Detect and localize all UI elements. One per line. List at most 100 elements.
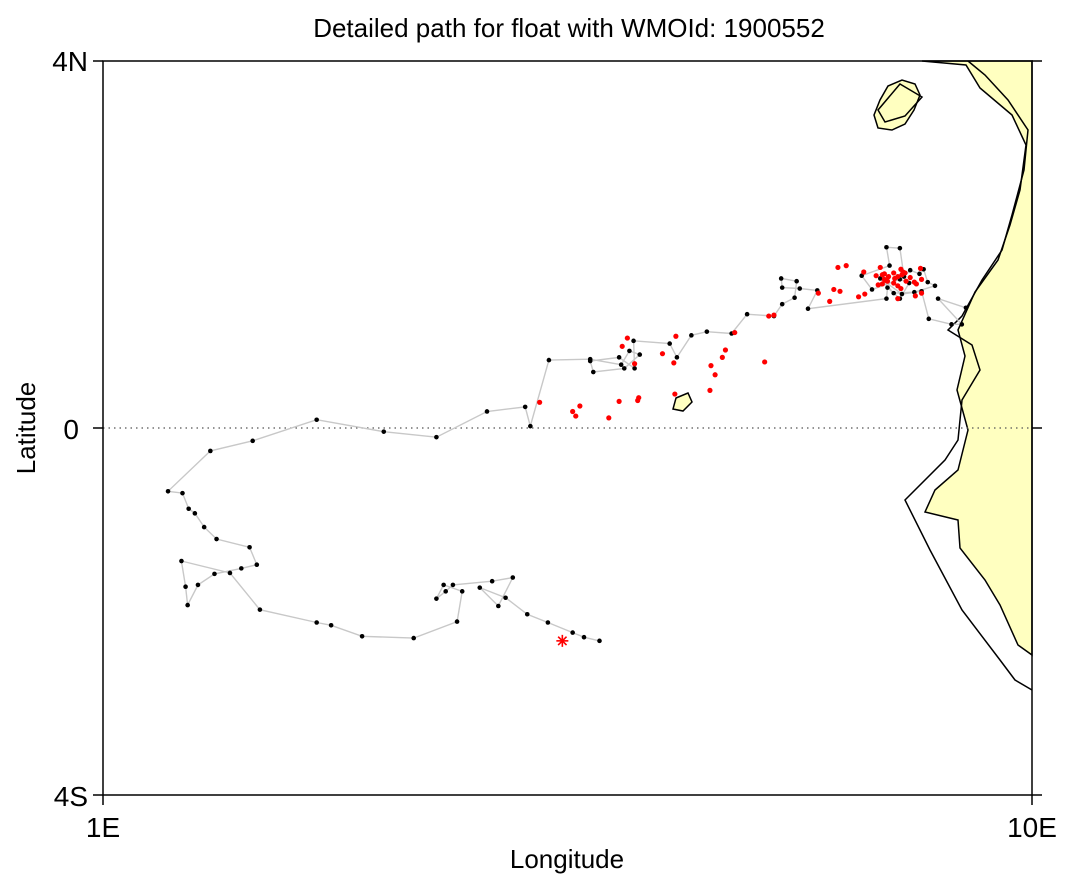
data-point-black (637, 352, 643, 357)
axis-ticks (93, 60, 1042, 805)
chart-title: Detailed path for float with WMOId: 1900… (313, 13, 825, 43)
outer-coastline (904, 60, 1033, 691)
data-point-red (902, 270, 908, 276)
island-bioko-outline (877, 83, 924, 123)
data-point-black (689, 333, 694, 338)
data-point-black (195, 582, 201, 588)
data-point-black (587, 358, 593, 364)
data-point-black (627, 348, 632, 354)
data-point-red (573, 413, 579, 419)
data-point-red (766, 313, 772, 319)
african-coast-land (921, 60, 1033, 657)
data-point-red (722, 347, 729, 353)
data-point-black (884, 296, 889, 301)
data-point-black (963, 305, 969, 311)
data-point-red (907, 274, 913, 281)
data-point-red (891, 270, 897, 276)
data-point-black (597, 638, 602, 644)
island-bioko (873, 79, 921, 131)
data-point-red (712, 372, 718, 378)
data-point-black (443, 589, 448, 594)
data-point-red (898, 285, 904, 292)
data-point-black (522, 404, 528, 410)
data-point-red (885, 274, 892, 280)
data-point-black (510, 575, 516, 580)
data-point-red (631, 361, 638, 367)
float-track-line (166, 246, 967, 642)
data-point-red (815, 290, 821, 296)
y-tick-label-4n: 4N (52, 46, 88, 77)
data-point-red (891, 280, 897, 286)
data-point-black (250, 438, 255, 444)
data-point-red (837, 288, 843, 294)
data-point-black (254, 562, 260, 568)
data-point-black (411, 635, 416, 641)
data-point-black (496, 603, 501, 609)
data-point-black (454, 619, 460, 624)
data-point-black (208, 448, 213, 454)
data-point-black (257, 607, 263, 612)
data-point-black (434, 434, 439, 440)
data-point-black (887, 263, 892, 268)
plot-frame (102, 60, 1033, 796)
data-point-black (201, 524, 207, 530)
data-point-red (707, 387, 713, 393)
data-point-black (935, 296, 941, 301)
data-point-red (672, 391, 678, 397)
data-point-black (381, 429, 387, 434)
x-tick-label-10e: 10E (1007, 812, 1057, 843)
data-point-black (779, 301, 785, 307)
data-point-black (314, 620, 319, 625)
data-point-red (917, 265, 924, 271)
data-point-red (873, 273, 879, 279)
data-point-red (898, 266, 904, 272)
data-point-black (704, 329, 710, 334)
data-point-red (577, 403, 583, 409)
data-point-black (546, 357, 552, 363)
data-point-black (185, 602, 190, 608)
data-point-red (877, 264, 883, 271)
data-point-black (183, 584, 188, 590)
data-point-black (227, 570, 233, 576)
data-point-black (897, 245, 903, 251)
data-point-black (192, 511, 198, 516)
data-point-red (827, 298, 833, 304)
data-point-black (884, 244, 889, 250)
data-point-black (214, 536, 219, 542)
data-point-black (165, 489, 171, 494)
data-point-black (949, 322, 954, 327)
data-point-red (903, 278, 909, 284)
x-axis-label: Longitude (510, 844, 624, 874)
data-point-black (328, 622, 334, 628)
data-point-red (895, 296, 901, 302)
data-point-black (618, 362, 624, 367)
data-point-black (186, 506, 191, 512)
data-point-red (732, 329, 738, 336)
land-coastline (672, 60, 1033, 691)
data-point-black (545, 620, 551, 625)
data-point-red (635, 397, 641, 404)
red-points (537, 263, 925, 421)
data-point-black (477, 585, 483, 590)
data-point-red (831, 286, 837, 293)
data-point-black (581, 634, 587, 640)
data-point-black (528, 423, 533, 429)
data-point-red (913, 281, 919, 287)
data-point-black (885, 285, 890, 290)
data-point-black (667, 341, 672, 346)
data-point-black (524, 611, 530, 617)
data-point-black (484, 409, 490, 414)
data-point-black (877, 276, 883, 281)
data-point-black (212, 571, 217, 577)
y-axis-label: Latitude (11, 382, 41, 475)
x-tick-label-1e: 1E (86, 812, 120, 843)
data-point-red (537, 399, 543, 405)
data-point-black (899, 291, 905, 297)
data-point-red (918, 290, 925, 296)
data-point-red (835, 264, 841, 271)
island-principe (672, 392, 693, 412)
data-point-red (570, 408, 576, 415)
data-point-red (619, 343, 625, 349)
data-point-red (912, 293, 918, 299)
data-point-black (247, 544, 252, 550)
